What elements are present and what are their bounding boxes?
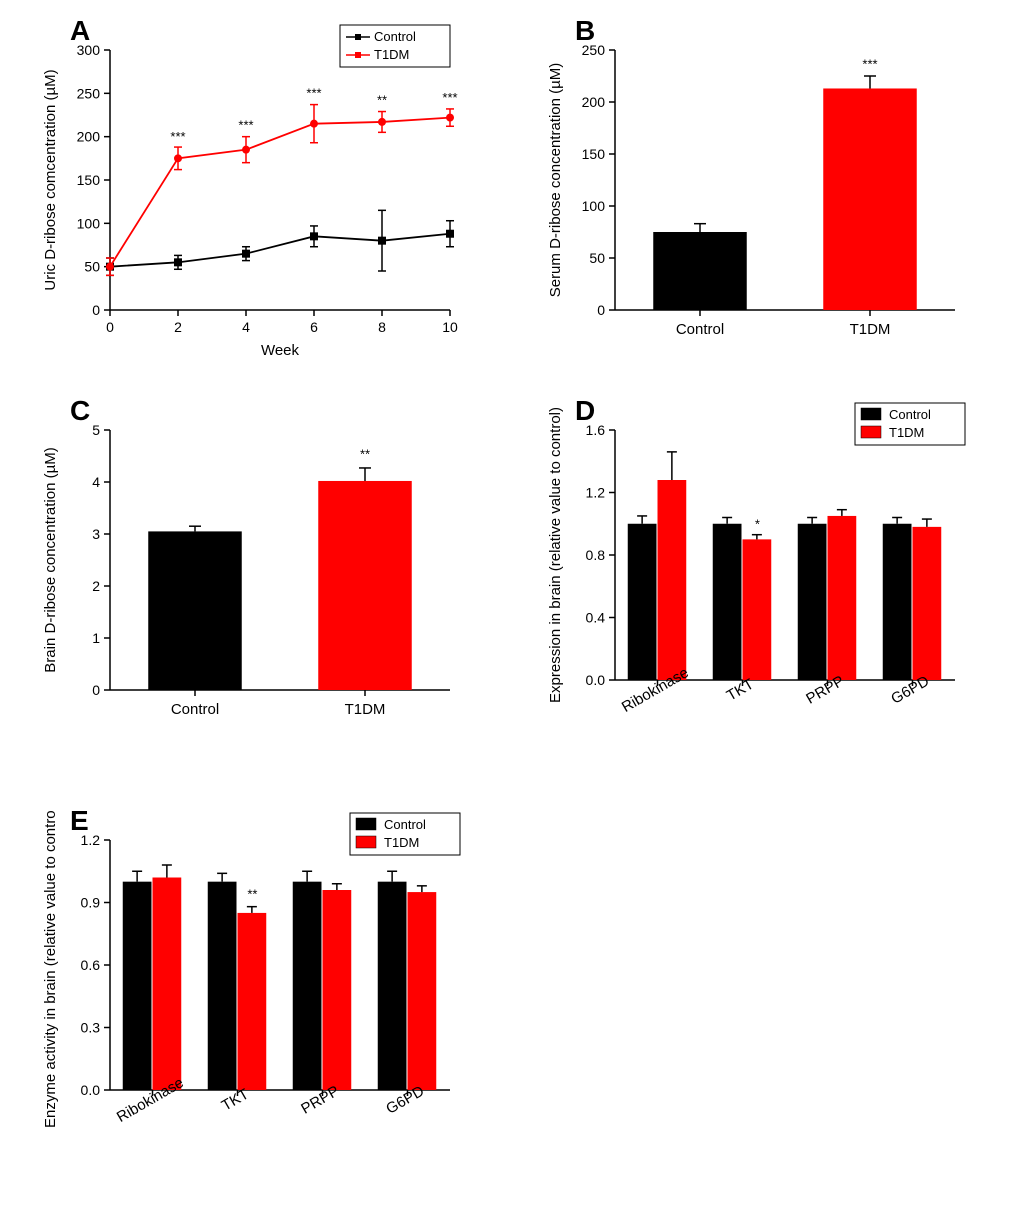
svg-text:3: 3 [92, 526, 100, 542]
panel-e-label: E [70, 805, 89, 837]
svg-text:Control: Control [171, 701, 219, 718]
panel-d: D 0.00.40.81.21.6Expression in brain (re… [525, 400, 1000, 780]
svg-text:T1DM: T1DM [850, 321, 891, 338]
svg-text:0.0: 0.0 [586, 672, 606, 688]
panel-e: E 0.00.30.60.91.2Enzyme activity in brai… [20, 810, 495, 1190]
svg-text:***: *** [862, 57, 877, 72]
svg-text:0.3: 0.3 [81, 1020, 101, 1036]
svg-text:T1DM: T1DM [384, 835, 419, 850]
panel-d-label: D [575, 395, 595, 427]
panel-a-label: A [70, 15, 90, 47]
svg-text:0.8: 0.8 [586, 547, 606, 563]
svg-text:1.2: 1.2 [586, 485, 606, 501]
svg-text:**: ** [377, 93, 387, 108]
svg-text:Serum D-ribose concentration (: Serum D-ribose concentration (µM) [547, 63, 564, 298]
svg-text:Control: Control [384, 817, 426, 832]
panel-c: C 012345Brain D-ribose concentration (µM… [20, 400, 495, 780]
svg-text:200: 200 [582, 94, 606, 110]
svg-text:T1DM: T1DM [374, 47, 409, 62]
panel-c-label: C [70, 395, 90, 427]
svg-text:0: 0 [106, 319, 114, 335]
svg-text:**: ** [360, 447, 370, 462]
svg-text:0: 0 [597, 302, 605, 318]
svg-text:50: 50 [589, 250, 605, 266]
svg-text:Control: Control [374, 29, 416, 44]
svg-text:Control: Control [676, 321, 724, 338]
svg-text:**: ** [247, 886, 257, 901]
svg-text:150: 150 [582, 146, 606, 162]
svg-text:50: 50 [84, 259, 100, 275]
svg-text:0.0: 0.0 [81, 1082, 101, 1098]
panel-b: B 050100150200250Serum D-ribose concentr… [525, 20, 1000, 370]
svg-text:0.9: 0.9 [81, 895, 101, 911]
figure-grid: A 0501001502002503000246810WeekUric D-ri… [20, 20, 1000, 1190]
svg-text:100: 100 [582, 198, 606, 214]
svg-text:***: *** [170, 129, 185, 144]
svg-text:Enzyme activity in brain (rela: Enzyme activity in brain (relative value… [42, 810, 59, 1128]
svg-text:6: 6 [310, 319, 318, 335]
svg-text:T1DM: T1DM [345, 701, 386, 718]
svg-text:Uric D-ribose comcentration (µ: Uric D-ribose comcentration (µM) [42, 69, 59, 290]
svg-text:1: 1 [92, 630, 100, 646]
svg-text:***: *** [442, 90, 457, 105]
svg-text:4: 4 [92, 474, 100, 490]
svg-text:Expression in brain (relative: Expression in brain (relative value to c… [547, 407, 564, 703]
svg-text:T1DM: T1DM [889, 425, 924, 440]
svg-text:8: 8 [378, 319, 386, 335]
svg-text:250: 250 [77, 85, 101, 101]
svg-text:0.6: 0.6 [81, 957, 101, 973]
svg-text:4: 4 [242, 319, 250, 335]
panel-a: A 0501001502002503000246810WeekUric D-ri… [20, 20, 495, 370]
svg-text:0.4: 0.4 [586, 610, 606, 626]
svg-text:2: 2 [92, 578, 100, 594]
svg-text:150: 150 [77, 172, 101, 188]
svg-text:100: 100 [77, 215, 101, 231]
panel-b-label: B [575, 15, 595, 47]
svg-text:0: 0 [92, 302, 100, 318]
svg-text:2: 2 [174, 319, 182, 335]
svg-text:Week: Week [261, 342, 300, 359]
svg-text:Brain D-ribose concentration (: Brain D-ribose concentration (µM) [42, 447, 59, 672]
svg-text:200: 200 [77, 129, 101, 145]
svg-text:0: 0 [92, 682, 100, 698]
svg-text:10: 10 [442, 319, 458, 335]
svg-text:***: *** [306, 86, 321, 101]
svg-text:*: * [755, 516, 760, 531]
svg-text:5: 5 [92, 422, 100, 438]
svg-text:***: *** [238, 118, 253, 133]
svg-text:Control: Control [889, 407, 931, 422]
